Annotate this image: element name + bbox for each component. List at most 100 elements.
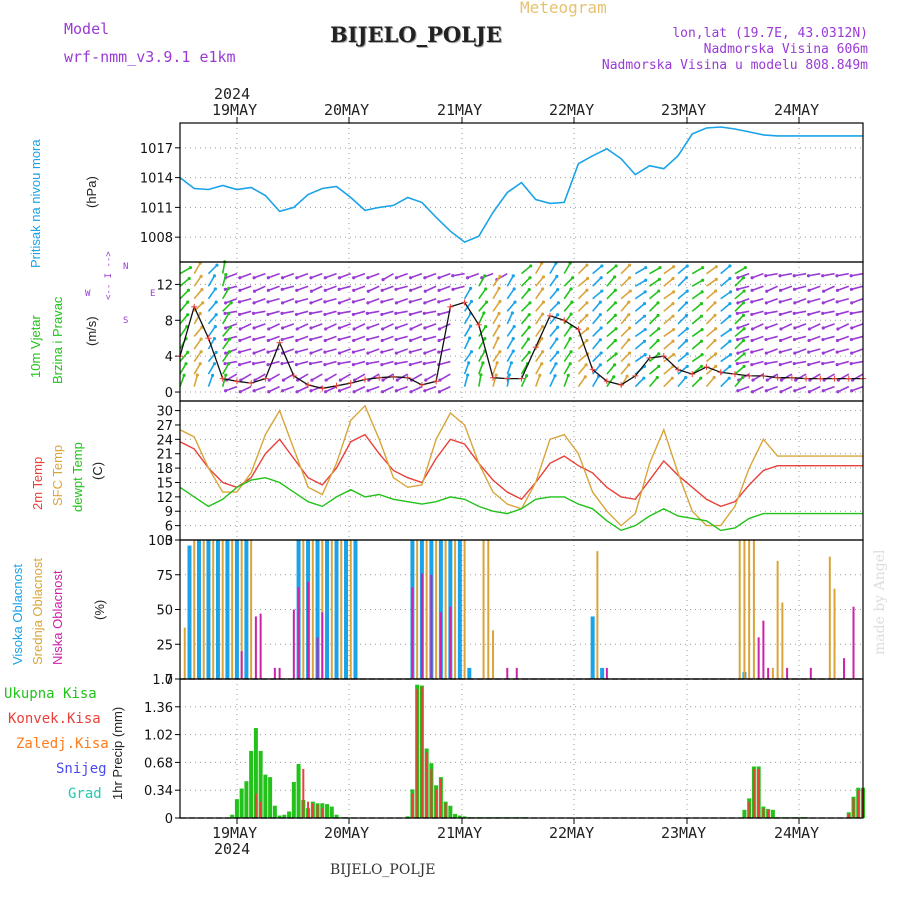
wind-arrow-head <box>728 264 732 268</box>
wind-arrow <box>577 302 588 312</box>
wind-arrow <box>354 373 366 381</box>
wind-arrow <box>478 338 486 350</box>
wind-arrow <box>395 310 408 315</box>
wind-arrow-head <box>835 312 839 317</box>
wind-arrow-head <box>323 363 327 367</box>
mid-cloud-bar <box>444 540 447 679</box>
compass-north: N <box>123 262 129 272</box>
wind-arrow-head <box>700 290 704 294</box>
wind-arrow <box>691 279 704 287</box>
wind-arrow <box>563 262 571 275</box>
wind-arrow-head <box>670 376 674 380</box>
wind-arrow-head <box>614 352 618 356</box>
wind-arrow-head <box>836 390 840 394</box>
wind-arrow-head <box>764 326 768 330</box>
wind-arrow <box>353 297 366 303</box>
wind-arrow <box>577 339 588 350</box>
wind-arrow-head <box>212 362 217 366</box>
wind-arrow-head <box>295 276 299 280</box>
high-cloud-bar <box>438 540 443 679</box>
wind-arrow-head <box>266 338 270 343</box>
wind-arrow-head <box>323 288 327 292</box>
wind-arrow <box>765 310 778 315</box>
wind-arrow <box>794 348 807 354</box>
wind-arrow <box>382 272 394 281</box>
wind-arrow-head <box>267 390 271 394</box>
station-title: BIJELO_POLJE <box>330 22 502 47</box>
wind-arrow <box>424 385 437 392</box>
wind-arrow-head <box>395 378 399 382</box>
y-tick-label: 1.36 <box>144 701 173 716</box>
wind-arrow <box>353 310 366 316</box>
wind-arrow-head <box>266 363 270 367</box>
wind-arrow-head <box>714 352 718 356</box>
wind-arrow-head <box>200 287 204 292</box>
wind-arrow-head <box>423 351 427 355</box>
wind-arrow <box>648 339 659 350</box>
wind-arrow-head <box>237 312 242 317</box>
wind-arrow <box>267 360 280 366</box>
wind-arrow-head <box>656 313 660 317</box>
wind-arrow-head <box>512 287 516 291</box>
wind-arrow <box>207 288 216 300</box>
wind-arrow <box>563 351 572 363</box>
wind-arrow-head <box>527 287 531 292</box>
wind-arrow-head <box>252 276 256 280</box>
wind-arrow <box>283 373 295 381</box>
wind-arrow-head <box>337 276 342 280</box>
wind-arrow-head <box>366 301 370 305</box>
wind-arrow <box>780 285 793 292</box>
wind-arrow <box>179 363 187 375</box>
wind-arrow-head <box>309 301 313 305</box>
wind-arrow <box>663 277 674 287</box>
panel-frame <box>179 678 864 819</box>
wind-arrow <box>396 298 408 304</box>
wind-arrow <box>225 285 238 291</box>
wind-arrow <box>549 338 558 350</box>
wind-arrow-head <box>495 361 499 365</box>
wind-arrow <box>325 373 337 381</box>
wind-arrow <box>207 275 216 287</box>
wind-arrow <box>577 353 589 363</box>
low-cloud-bar <box>273 667 276 679</box>
wind-arrow <box>267 348 280 353</box>
wind-arrow <box>534 375 541 387</box>
wind-arrow <box>734 277 744 287</box>
wind-arrow-head <box>741 301 746 305</box>
wind-arrow <box>808 360 821 366</box>
wind-arrow <box>720 354 731 363</box>
wind-arrow <box>410 385 423 393</box>
wind-arrow-head <box>835 350 839 354</box>
wind-arrow-head <box>228 325 233 329</box>
wind-arrow <box>310 348 323 354</box>
wind-arrow-head <box>553 374 557 378</box>
wind-arrow-head <box>779 327 783 331</box>
wind-arrow <box>809 385 821 393</box>
wind-arrow <box>822 360 835 365</box>
wind-arrow-head <box>643 327 647 332</box>
wind-arrow-head <box>380 390 385 394</box>
wind-arrow <box>225 272 238 279</box>
low-cloud-bar <box>809 667 812 679</box>
wind-arrow <box>282 298 295 304</box>
wind-arrow <box>591 375 600 388</box>
bottom-day-label: 24MAY <box>774 824 820 842</box>
total-rain-bar <box>325 804 330 818</box>
wind-arrow <box>620 327 631 337</box>
wind-arrow <box>478 275 486 287</box>
top-day-label: 22MAY <box>549 101 595 119</box>
wind-arrow <box>438 285 451 292</box>
wind-arrow <box>677 290 688 300</box>
y-tick-label: 3 <box>165 534 173 549</box>
wind-arrow-head <box>437 276 441 280</box>
wind-arrow <box>207 363 216 375</box>
wind-arrow <box>367 385 380 392</box>
wind-arrow-head <box>365 362 369 366</box>
wind-arrow-head <box>381 378 385 382</box>
wind-arrow <box>221 363 230 375</box>
wind-arrow-head <box>793 389 797 393</box>
wind-arrow <box>808 348 821 353</box>
wind-arrow-head <box>642 339 647 343</box>
wind-arrow <box>478 362 484 375</box>
wind-arrow <box>836 310 849 316</box>
